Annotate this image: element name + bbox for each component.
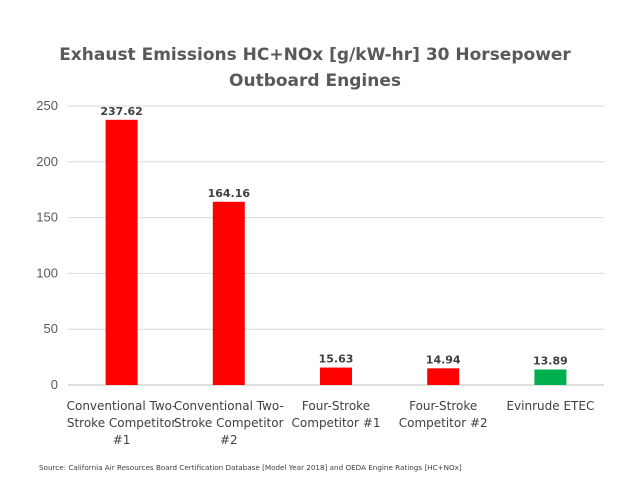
category-label: Conventional Two-Stroke Competitor #2 xyxy=(174,399,284,447)
chart-title: Exhaust Emissions HC+NOx [g/kW-hr] 30 Ho… xyxy=(0,42,630,94)
x-axis-categories: Conventional Two-Stroke Competitor #1Conv… xyxy=(67,399,595,447)
bar xyxy=(427,368,460,385)
data-labels: 237.62 164.16 15.63 14.94 13.89 xyxy=(100,105,567,368)
bar xyxy=(534,369,567,385)
y-tick-label: 100 xyxy=(36,265,58,280)
y-tick-label: 200 xyxy=(36,154,58,169)
data-label: 237.62 xyxy=(100,105,142,118)
y-tick-label: 0 xyxy=(51,377,58,392)
bar xyxy=(105,119,138,386)
bar xyxy=(320,367,352,385)
category-label: Conventional Two-Stroke Competitor #1 xyxy=(67,399,177,447)
data-label: 15.63 xyxy=(319,353,354,366)
y-axis-ticks: 0 50 100 150 200 250 xyxy=(36,98,58,392)
chart-title-line-1: Exhaust Emissions HC+NOx [g/kW-hr] 30 Ho… xyxy=(59,45,571,65)
data-label: 14.94 xyxy=(426,353,461,366)
category-label: Four-Stroke Competitor #1 xyxy=(292,399,381,430)
category-label: Four-Stroke Competitor #2 xyxy=(399,399,488,430)
y-tick-label: 250 xyxy=(36,98,58,113)
gridlines xyxy=(68,105,604,386)
category-label: Evinrude ETEC xyxy=(506,399,594,413)
bar xyxy=(212,201,245,385)
bars xyxy=(105,119,567,386)
y-tick-label: 50 xyxy=(44,321,58,336)
data-label: 164.16 xyxy=(208,187,251,200)
chart-title-line-2: Outboard Engines xyxy=(229,71,401,91)
source-note: Source: California Air Resources Board C… xyxy=(39,463,462,472)
y-tick-label: 150 xyxy=(36,210,58,225)
data-label: 13.89 xyxy=(533,354,568,367)
